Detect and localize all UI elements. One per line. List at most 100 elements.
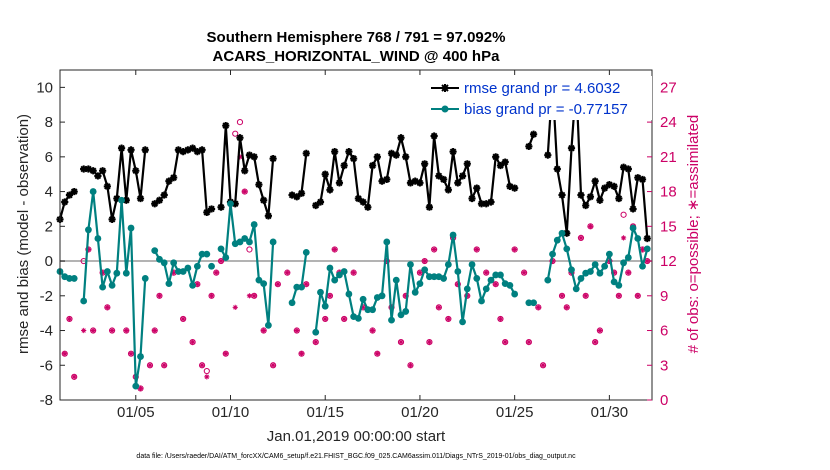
obs-assimilated-point bbox=[474, 246, 480, 253]
obs-assimilated-point bbox=[199, 362, 205, 368]
rmse-point bbox=[444, 186, 452, 194]
bias-point bbox=[454, 268, 462, 275]
bias-point bbox=[193, 262, 201, 270]
obs-assimilated-point bbox=[502, 339, 508, 345]
obs-assimilated-point bbox=[137, 385, 144, 392]
bias-point bbox=[222, 254, 230, 261]
rmse-point bbox=[605, 181, 613, 189]
legend-rmse-label: rmse grand pr = 4.6032 bbox=[464, 80, 620, 97]
rmse-point bbox=[558, 191, 566, 199]
rmse-point bbox=[89, 167, 97, 175]
bias-point bbox=[288, 299, 296, 307]
bias-point bbox=[596, 269, 604, 277]
rmse-point bbox=[264, 212, 272, 220]
bias-point bbox=[132, 382, 140, 390]
bias-point bbox=[568, 266, 575, 274]
obs-possible-point bbox=[236, 119, 244, 126]
rmse-point bbox=[440, 175, 448, 184]
rmse-point bbox=[530, 130, 538, 138]
bias-point bbox=[553, 236, 561, 244]
bias-point bbox=[179, 268, 187, 275]
plot-area: 01/05 01/10 01/15 01/20 01/25 01/30 -8 -6 -4 -2 0 2… bbox=[36, 69, 677, 421]
rmse-point bbox=[624, 165, 632, 173]
bias-point bbox=[506, 281, 514, 289]
obs-assimilated-point bbox=[559, 293, 565, 299]
x-tick-label: 01/15 bbox=[306, 404, 344, 421]
obs-assimilated-point bbox=[374, 351, 380, 357]
obs-assimilated-point bbox=[242, 188, 248, 195]
rmse-point bbox=[643, 234, 651, 243]
x-tick-label: 01/05 bbox=[117, 404, 155, 421]
legend-rmse-marker bbox=[441, 84, 449, 92]
y-right-tick-label: 27 bbox=[660, 79, 677, 96]
bias-point bbox=[298, 283, 305, 291]
obs-assimilated-point bbox=[85, 246, 92, 253]
rmse-point bbox=[610, 182, 618, 190]
bias-point bbox=[246, 238, 253, 246]
obs-assimilated-point bbox=[147, 362, 153, 368]
bias-point bbox=[108, 281, 116, 289]
plot-frame bbox=[59, 69, 653, 401]
rmse-point bbox=[326, 186, 334, 194]
rmse-point bbox=[501, 158, 509, 166]
rmse-point bbox=[193, 148, 201, 156]
bias-point bbox=[478, 297, 485, 305]
obs-assimilated-point bbox=[497, 316, 504, 322]
x-tick-label: 01/20 bbox=[401, 404, 439, 421]
bias-point bbox=[449, 231, 457, 239]
rmse-point bbox=[94, 172, 102, 180]
bias-point bbox=[227, 200, 234, 208]
y-axis-label: rmse and bias (model - observation) bbox=[15, 114, 32, 354]
bias-point bbox=[175, 268, 182, 275]
obs-assimilated-point bbox=[208, 293, 215, 299]
obs-assimilated-point bbox=[616, 293, 622, 299]
rmse-point bbox=[61, 198, 69, 206]
bias-point bbox=[634, 235, 642, 242]
x-tick-label: 01/25 bbox=[496, 404, 534, 421]
legend-box bbox=[425, 76, 652, 120]
obs-assimilated-point bbox=[417, 270, 423, 276]
rmse-point bbox=[601, 184, 609, 192]
rmse-point bbox=[567, 144, 576, 152]
rmse-point bbox=[141, 146, 149, 154]
bias-point bbox=[591, 261, 599, 268]
rmse-point bbox=[411, 177, 419, 185]
rmse-point bbox=[496, 161, 505, 170]
rmse-point bbox=[482, 200, 490, 208]
bias-point bbox=[411, 288, 419, 296]
rmse-point bbox=[179, 148, 187, 156]
rmse-point bbox=[231, 200, 239, 208]
obs-assimilated-point bbox=[493, 281, 499, 287]
rmse-point bbox=[103, 182, 111, 190]
rmse-point bbox=[619, 163, 628, 171]
bias-point bbox=[629, 224, 637, 232]
y-tick-label: 6 bbox=[45, 149, 53, 166]
obs-assimilated-point bbox=[204, 374, 210, 380]
bias-point bbox=[127, 224, 135, 232]
rmse-series-line bbox=[154, 147, 208, 213]
rmse-point bbox=[174, 146, 182, 154]
rmse-point bbox=[184, 146, 192, 154]
bias-point bbox=[189, 281, 197, 289]
bias-point bbox=[497, 271, 504, 279]
rmse-point bbox=[127, 146, 135, 154]
rmse-point bbox=[553, 165, 561, 173]
y-tick-label: -8 bbox=[40, 392, 53, 409]
chart-title-line-2: ACARS_HORIZONTAL_WIND @ 400 hPa bbox=[213, 48, 501, 65]
rmse-point bbox=[563, 229, 571, 237]
obs-assimilated-point bbox=[298, 351, 305, 357]
bias-point bbox=[378, 292, 386, 300]
rmse-point bbox=[596, 196, 604, 204]
rmse-point bbox=[222, 121, 230, 130]
rmse-point bbox=[373, 153, 381, 161]
obs-assimilated-point bbox=[540, 362, 546, 368]
obs-assimilated-point bbox=[635, 293, 641, 299]
rmse-point bbox=[312, 201, 320, 210]
bias-point bbox=[122, 269, 130, 277]
obs-assimilated-point bbox=[90, 327, 96, 334]
rmse-point bbox=[316, 198, 325, 206]
rmse-point bbox=[430, 132, 438, 140]
bias-point bbox=[141, 275, 149, 282]
rmse-point bbox=[392, 151, 400, 159]
rmse-point bbox=[65, 191, 74, 199]
